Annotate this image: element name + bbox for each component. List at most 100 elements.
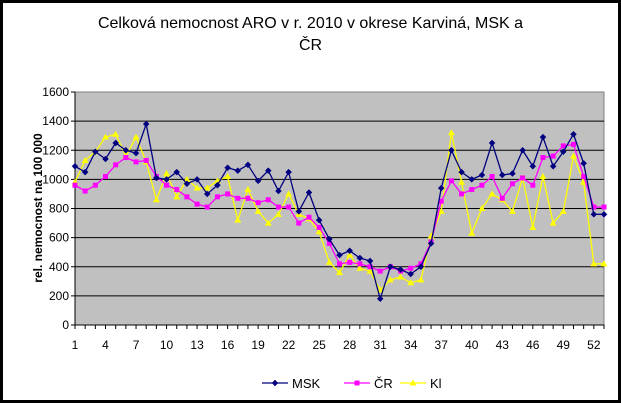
data-point-msk: [559, 148, 567, 156]
data-point-cr: [459, 191, 465, 197]
x-tick-label: 19: [251, 338, 265, 352]
legend-label-cr: ČR: [374, 376, 393, 391]
x-tick-label: 22: [282, 338, 296, 352]
x-tick-label: 37: [435, 338, 449, 352]
data-point-cr: [489, 173, 495, 179]
data-point-msk: [570, 130, 577, 138]
data-point-msk: [397, 266, 404, 274]
data-point-kl: [132, 133, 140, 140]
data-point-cr: [479, 182, 485, 188]
data-point-cr: [469, 187, 475, 193]
data-point-cr: [265, 197, 271, 203]
data-point-kl: [559, 207, 567, 214]
data-point-cr: [520, 175, 526, 181]
data-point-msk: [346, 247, 354, 255]
data-point-kl: [203, 184, 211, 191]
plot-area-group: 0 200 400 600 800 1000 1200 1400 1600 1 4 7 10 13 16 19…: [42, 85, 608, 352]
x-tick-label: 31: [374, 338, 388, 352]
data-point-msk: [285, 168, 292, 176]
y-tick-label: 400: [49, 260, 69, 274]
data-point-kl: [356, 264, 364, 271]
y-tick-label: 600: [49, 231, 69, 245]
data-point-msk: [448, 146, 455, 154]
data-point-kl: [152, 196, 160, 203]
data-point-cr: [204, 204, 210, 210]
data-point-cr: [570, 141, 576, 147]
data-point-kl: [468, 229, 476, 236]
x-tick-label: 28: [343, 338, 357, 352]
data-point-msk: [427, 240, 435, 247]
data-point-cr: [347, 259, 353, 265]
data-point-msk: [600, 210, 608, 218]
data-point-msk: [112, 139, 120, 147]
data-point-kl: [336, 269, 343, 276]
x-tick-label: 7: [133, 338, 140, 352]
data-point-msk: [366, 257, 374, 265]
data-point-msk: [437, 184, 445, 192]
data-point-cr: [113, 162, 119, 168]
x-tick-label: 46: [526, 338, 540, 352]
data-point-cr: [133, 159, 139, 165]
x-tick-label: 43: [496, 338, 510, 352]
data-point-cr: [367, 264, 373, 270]
data-point-kl: [478, 205, 486, 211]
data-point-cr: [164, 182, 170, 188]
data-point-cr: [316, 224, 322, 230]
data-point-kl: [590, 260, 598, 267]
x-tick-label: 10: [160, 338, 174, 352]
data-point-kl: [325, 258, 333, 265]
data-point-cr: [438, 198, 444, 204]
data-point-cr: [103, 173, 109, 179]
data-point-msk: [173, 168, 181, 176]
data-point-msk: [498, 171, 506, 179]
data-point-msk: [478, 171, 486, 179]
y-tick-label: 1600: [42, 85, 69, 99]
data-point-msk: [275, 187, 282, 195]
y-tick-label: 800: [49, 202, 69, 216]
x-tick-label: 16: [221, 338, 235, 352]
data-point-cr: [92, 182, 98, 188]
data-point-kl: [112, 130, 120, 137]
data-point-kl: [529, 223, 537, 230]
data-point-cr: [540, 155, 546, 161]
data-point-kl: [539, 172, 547, 179]
x-tick-label: 49: [557, 338, 571, 352]
data-point-msk: [264, 167, 272, 174]
x-tick-label: 25: [312, 338, 326, 352]
data-point-cr: [550, 153, 556, 159]
data-point-msk: [458, 168, 465, 176]
data-point-cr: [214, 194, 220, 200]
data-point-cr: [184, 194, 190, 200]
data-point-cr: [601, 204, 607, 210]
data-point-msk: [549, 162, 557, 170]
data-point-cr: [306, 214, 312, 220]
data-point-kl: [244, 186, 252, 193]
data-point-msk: [376, 295, 384, 303]
x-tick-label: 34: [404, 338, 418, 352]
data-point-cr: [123, 155, 129, 161]
data-point-msk: [468, 176, 476, 183]
data-point-kl: [102, 133, 110, 140]
data-point-cr: [275, 204, 281, 210]
legend-marker-msk: [271, 379, 279, 387]
data-point-cr: [509, 181, 515, 187]
legend: MSK ČR Kl: [262, 376, 442, 391]
chart-title: Celková nemocnost ARO v r. 2010 v okrese…: [0, 13, 621, 57]
data-point-cr: [235, 195, 241, 201]
data-point-msk: [407, 270, 415, 278]
legend-label-msk: MSK: [292, 376, 321, 391]
data-point-msk: [519, 146, 526, 154]
data-point-kl: [285, 190, 293, 197]
data-point-kl: [488, 190, 496, 197]
data-point-kl: [407, 279, 415, 286]
data-point-msk: [163, 176, 170, 183]
data-point-kl: [193, 184, 201, 191]
data-point-msk: [539, 133, 547, 141]
data-point-msk: [325, 235, 333, 243]
data-point-cr: [225, 191, 231, 197]
data-point-cr: [357, 261, 363, 267]
data-point-msk: [132, 149, 140, 157]
data-point-msk: [336, 251, 343, 259]
data-point-cr: [174, 187, 180, 193]
y-tick-label: 200: [49, 289, 69, 303]
